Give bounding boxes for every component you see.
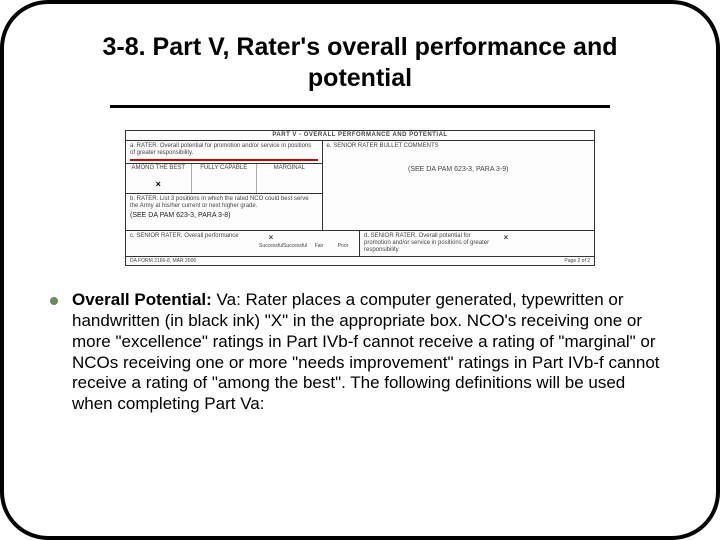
blank-line	[130, 221, 318, 228]
rating-checks-left: ×Successful Successful Fair Poor	[259, 233, 355, 255]
mc-label	[494, 243, 518, 249]
empty	[566, 233, 590, 243]
empty-box	[193, 176, 256, 192]
empty	[307, 233, 331, 243]
section-b-label: b. RATER. List 3 positions in which the …	[130, 196, 318, 210]
x-mark-icon: ×	[259, 233, 283, 243]
empty	[518, 233, 542, 243]
section-a: a. RATER. Overall potential for promotio…	[126, 141, 322, 164]
check-among-best: AMONG THE BEST ×	[126, 164, 192, 193]
slide-title: 3-8. Part V, Rater's overall performance…	[84, 32, 636, 95]
check-label-3: MARGINAL	[258, 165, 321, 172]
bullet-icon	[50, 297, 58, 305]
empty	[283, 233, 307, 243]
form-part-v: PART V - OVERALL PERFORMANCE AND POTENTI…	[125, 130, 595, 267]
mc-label: Poor	[331, 243, 355, 249]
section-c: c. SENIOR RATER. Overall performance ×Su…	[126, 231, 360, 257]
check-label-1: AMONG THE BEST	[127, 165, 190, 172]
form-bottom-row: c. SENIOR RATER. Overall performance ×Su…	[126, 230, 594, 257]
mc-label: Successful	[259, 243, 283, 249]
x-mark-icon: ×	[127, 176, 190, 192]
title-underline	[110, 105, 610, 108]
mc-3: Fair	[307, 233, 331, 255]
mc-label: Fair	[307, 243, 331, 249]
footer-left: DA FORM 2166-8, MAR 2006	[130, 258, 196, 264]
form-top-row: a. RATER. Overall potential for promotio…	[126, 141, 594, 230]
body-lead: Overall Potential:	[72, 290, 212, 309]
checkbox-row: AMONG THE BEST × FULLY CAPABLE MARGINAL	[126, 164, 322, 194]
mc-label	[566, 243, 590, 249]
form-footer: DA FORM 2166-8, MAR 2006 Page 2 of 2	[126, 256, 594, 265]
mc-label: Successful	[283, 243, 307, 249]
empty	[542, 233, 566, 243]
section-d: d. SENIOR RATER. Overall potential for p…	[360, 231, 594, 257]
slide-frame: 3-8. Part V, Rater's overall performance…	[0, 0, 720, 540]
ref-left: (SEE DA PAM 623-3, PARA 3-8)	[130, 212, 318, 220]
empty-box	[258, 176, 321, 192]
title-area: 3-8. Part V, Rater's overall performance…	[44, 32, 676, 116]
mc-2: Successful	[283, 233, 307, 255]
section-a-label: a. RATER. Overall potential for promotio…	[130, 143, 311, 156]
section-c-label: c. SENIOR RATER. Overall performance	[130, 233, 255, 255]
mc-r3	[542, 233, 566, 255]
footer-right: Page 2 of 2	[564, 258, 590, 264]
mc-r4	[566, 233, 590, 255]
mc-label	[518, 243, 542, 249]
check-marginal: MARGINAL	[257, 164, 322, 193]
mc-r1: ×	[494, 233, 518, 255]
form-left-column: a. RATER. Overall potential for promotio…	[126, 141, 323, 230]
section-b: b. RATER. List 3 positions in which the …	[126, 194, 322, 230]
form-header: PART V - OVERALL PERFORMANCE AND POTENTI…	[126, 131, 594, 141]
check-fully-capable: FULLY CAPABLE	[192, 164, 258, 193]
check-label-2: FULLY CAPABLE	[193, 165, 256, 172]
x-mark-icon: ×	[494, 233, 518, 243]
ref-right: (SEE DA PAM 623-3, PARA 3-9)	[327, 166, 590, 174]
body-block: Overall Potential: Va: Rater places a co…	[44, 290, 676, 414]
mc-r2	[518, 233, 542, 255]
body-text: Overall Potential: Va: Rater places a co…	[72, 290, 670, 414]
rating-checks-right: ×	[494, 233, 590, 255]
section-e-label: e. SENIOR RATER BULLET COMMENTS	[327, 143, 590, 150]
mc-label	[542, 243, 566, 249]
mc-4: Poor	[331, 233, 355, 255]
section-d-label: d. SENIOR RATER. Overall potential for p…	[364, 233, 490, 255]
mc-1: ×Successful	[259, 233, 283, 255]
red-underline	[130, 159, 318, 161]
form-right-column: e. SENIOR RATER BULLET COMMENTS (SEE DA …	[323, 141, 594, 230]
empty	[331, 233, 355, 243]
